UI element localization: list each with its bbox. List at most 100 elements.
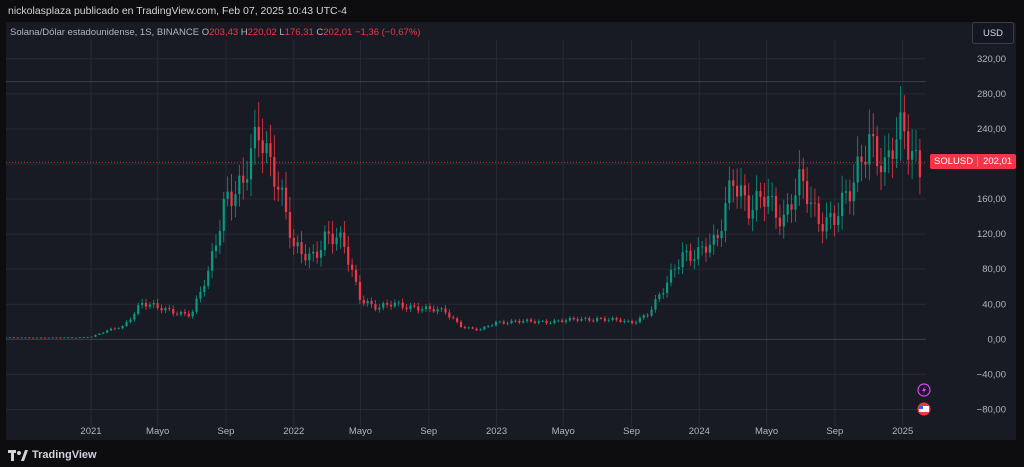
candle-body	[20, 337, 23, 339]
low-value: 176,31	[284, 27, 314, 38]
candle-body	[261, 140, 264, 154]
candle-body	[487, 326, 490, 327]
candle-body	[724, 203, 727, 231]
candle-body	[323, 231, 326, 251]
candle-body	[129, 319, 132, 323]
candle-body	[658, 294, 661, 300]
candle-body	[109, 328, 113, 331]
candle-body	[226, 191, 229, 199]
candle-body	[16, 337, 19, 339]
candle-body	[382, 303, 385, 308]
published-by-text: nickolasplaza publicado en TradingView.c…	[8, 5, 347, 17]
candle-body	[417, 306, 420, 311]
candle-body	[782, 214, 785, 227]
candle-body	[195, 298, 198, 312]
price-chart[interactable]: 320,00280,00240,00200,00160,00120,0080,0…	[6, 22, 1016, 440]
candle-body	[879, 165, 883, 173]
x-tick-label: Sep	[826, 426, 843, 437]
candle-body	[74, 337, 78, 339]
candle-body	[662, 293, 665, 295]
candle-body	[829, 213, 832, 218]
candle-body	[304, 253, 307, 261]
candle-body	[588, 318, 591, 321]
candle-body	[230, 191, 233, 207]
candle-body	[844, 191, 848, 193]
tradingview-brand: TradingView	[32, 449, 97, 461]
candle-body	[6, 337, 8, 339]
candle-body	[71, 337, 74, 339]
price-tag-symbol: SOLUSD	[930, 156, 979, 167]
candle-body	[82, 337, 85, 338]
candle-body	[440, 308, 443, 310]
candle-body	[860, 156, 863, 162]
candle-body	[467, 327, 470, 329]
candle-body	[284, 187, 288, 213]
candle-body	[553, 320, 556, 324]
candle-body	[281, 187, 284, 190]
publish-bar: nickolasplaza publicado en TradingView.c…	[0, 0, 1024, 22]
candle-body	[771, 195, 774, 197]
candle-body	[809, 202, 813, 205]
candle-body	[308, 253, 311, 261]
tradingview-logo-icon	[8, 449, 28, 461]
candle-body	[580, 318, 583, 321]
candle-body	[421, 309, 424, 311]
candle-body	[405, 307, 408, 310]
candle-body	[510, 320, 513, 324]
y-tick-label: 120,00	[977, 229, 1006, 240]
candle-body	[32, 337, 35, 339]
candle-body	[234, 194, 237, 207]
candle-body	[479, 329, 482, 331]
lightning-icon	[917, 383, 931, 397]
candle-body	[148, 304, 151, 307]
candle-body	[176, 313, 179, 315]
candle-body	[24, 337, 27, 339]
candle-body	[378, 307, 381, 310]
candle-body	[918, 150, 921, 178]
candle-body	[55, 337, 58, 339]
candle-body	[514, 320, 517, 322]
candle-body	[673, 269, 676, 270]
candle-body	[689, 250, 692, 261]
candle-body	[133, 313, 136, 320]
candle-body	[436, 309, 439, 312]
candle-body	[164, 308, 167, 311]
candle-body	[156, 303, 159, 308]
candle-body	[498, 321, 501, 323]
candle-body	[568, 317, 571, 321]
currency-button[interactable]: USD	[972, 22, 1014, 44]
candle-body	[619, 319, 622, 322]
tradingview-logo[interactable]: TradingView	[8, 449, 97, 461]
candle-body	[732, 180, 735, 186]
candle-body	[557, 320, 560, 322]
candle-body	[891, 150, 894, 159]
candle-body	[611, 317, 614, 320]
candle-body	[615, 317, 618, 320]
candle-body	[883, 157, 886, 173]
candle-body	[572, 317, 575, 320]
candle-body	[102, 332, 105, 334]
us-flag-stripes	[919, 406, 929, 412]
candle-body	[393, 302, 396, 307]
candle-body	[343, 232, 346, 247]
candle-body	[269, 143, 272, 158]
candle-body	[222, 198, 225, 231]
candle-body	[650, 309, 653, 316]
candle-body	[351, 264, 354, 270]
candle-body	[693, 259, 696, 261]
candle-body	[763, 196, 766, 207]
candle-body	[599, 318, 603, 319]
candle-body	[8, 337, 11, 339]
candle-body	[179, 311, 183, 315]
candle-body	[821, 223, 824, 232]
candle-body	[144, 302, 148, 307]
x-tick-label: Mayo	[146, 426, 169, 437]
candle-body	[806, 181, 809, 205]
x-tick-label: Sep	[623, 426, 640, 437]
chart-panel[interactable]: 320,00280,00240,00200,00160,00120,0080,0…	[6, 22, 1016, 440]
x-tick-label: Mayo	[349, 426, 372, 437]
candle-body	[541, 320, 544, 322]
candle-body	[813, 202, 816, 204]
candle-body	[51, 337, 54, 339]
y-tick-label: −80,00	[977, 404, 1006, 415]
